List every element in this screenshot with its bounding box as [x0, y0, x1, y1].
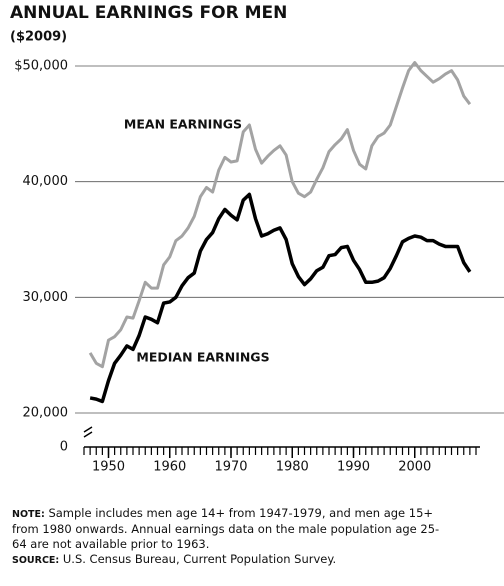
axis-break — [83, 426, 93, 438]
y-tick-label: 40,000 — [23, 174, 69, 189]
series-label: MEDIAN EARNINGS — [136, 350, 269, 365]
source: SOURCE: U.S. Census Bureau, Current Popu… — [12, 552, 452, 568]
x-tick-label: 1960 — [153, 460, 186, 475]
x-tick-label: 1980 — [276, 460, 309, 475]
x-tick-label: 1950 — [92, 460, 125, 475]
source-label: SOURCE: — [12, 555, 60, 566]
series-line — [88, 61, 472, 369]
note: NOTE: Sample includes men age 14+ from 1… — [12, 506, 452, 552]
series-line — [89, 192, 472, 404]
note-text: Sample includes men age 14+ from 1947-19… — [12, 506, 440, 551]
y-tick-label: 30,000 — [23, 290, 69, 305]
x-tick-label: 1990 — [337, 460, 370, 475]
note-label: NOTE: — [12, 509, 45, 520]
footnotes: NOTE: Sample includes men age 14+ from 1… — [12, 506, 452, 568]
x-tick-label: 1970 — [214, 460, 247, 475]
y-tick-label: 0 — [60, 440, 68, 455]
y-tick-label: 20,000 — [23, 406, 69, 421]
chart: ANNUAL EARNINGS FOR MEN ($2009) 20,000 30… — [10, 3, 504, 475]
chart-title: ANNUAL EARNINGS FOR MEN — [10, 3, 287, 23]
chart-subtitle: ($2009) — [10, 30, 67, 45]
source-text: U.S. Census Bureau, Current Population S… — [62, 552, 337, 566]
series-label: MEAN EARNINGS — [124, 117, 242, 132]
y-tick-label: $50,000 — [14, 59, 68, 74]
x-tick-label: 2000 — [398, 460, 431, 475]
